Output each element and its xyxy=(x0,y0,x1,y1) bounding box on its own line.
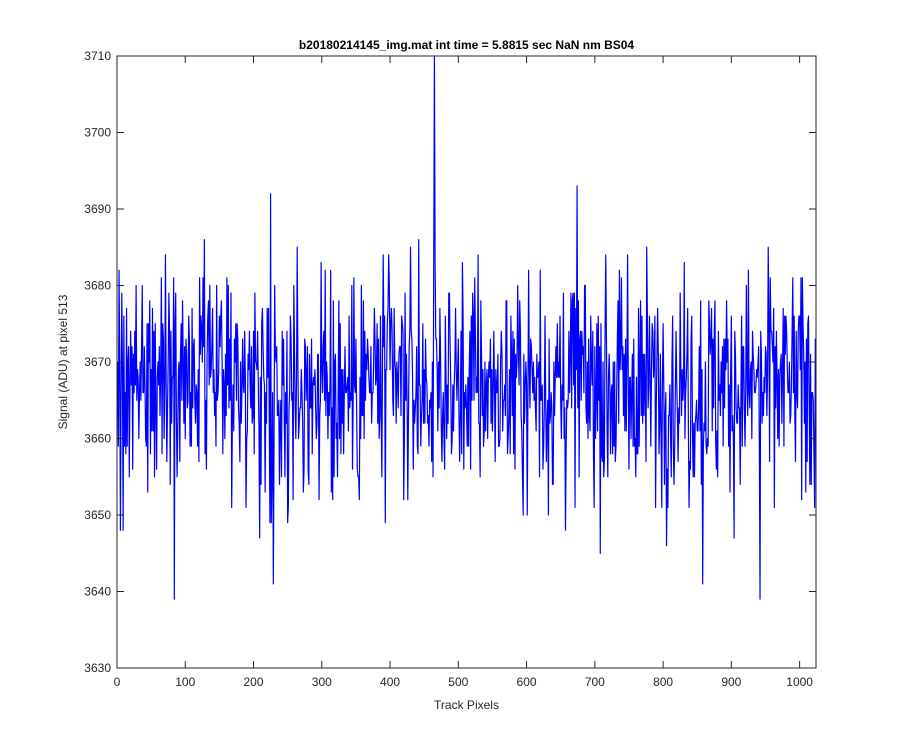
y-tick-label: 3670 xyxy=(84,355,111,369)
y-tick-label: 3700 xyxy=(84,126,111,140)
series-layer xyxy=(117,55,817,600)
y-tick-label: 3630 xyxy=(84,661,111,675)
x-tick-label: 500 xyxy=(448,675,468,689)
x-tick-label: 700 xyxy=(585,675,605,689)
chart-title: b20180214145_img.mat int time = 5.8815 s… xyxy=(299,38,635,52)
y-tick-label: 3690 xyxy=(84,202,111,216)
x-tick-label: 300 xyxy=(312,675,332,689)
x-tick-label: 0 xyxy=(114,675,121,689)
x-tick-label: 800 xyxy=(653,675,673,689)
y-tick-label: 3650 xyxy=(84,508,111,522)
y-tick-label: 3660 xyxy=(84,432,111,446)
y-tick-label: 3680 xyxy=(84,279,111,293)
ticks-layer: 0 100 200 300 400 500 600 700 800 900 1000 3630 3640… xyxy=(84,49,816,689)
x-tick-label: 200 xyxy=(244,675,264,689)
y-tick-label: 3640 xyxy=(84,585,111,599)
x-tick-label: 400 xyxy=(380,675,400,689)
x-tick-label: 900 xyxy=(721,675,741,689)
y-axis-title: Signal (ADU) at pixel 513 xyxy=(56,294,70,429)
x-tick-label: 100 xyxy=(175,675,195,689)
x-tick-label: 1000 xyxy=(786,675,813,689)
x-tick-label: 600 xyxy=(517,675,537,689)
y-tick-label: 3710 xyxy=(84,49,111,63)
x-axis-title: Track Pixels xyxy=(434,698,499,712)
series-line xyxy=(117,55,817,600)
